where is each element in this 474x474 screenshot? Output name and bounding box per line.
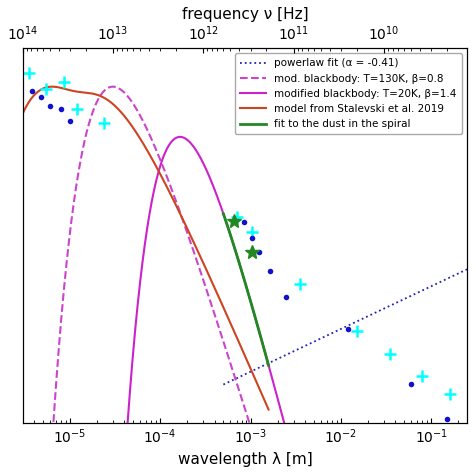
powerlaw fit (α = -0.41) [220, 382, 226, 387]
fit to the dust in the spiral [243, 283, 249, 289]
Line: model from Stalevski et al. 2019: model from Stalevski et al. 2019 [0, 87, 269, 422]
mod. blackbody: T=130K, β=0.8: (0.000301, 0.0116): T=130K, β=0.8: (0.000301, 0.0116) [201, 278, 206, 283]
powerlaw fit (α = -0.41) [464, 266, 470, 272]
modified blackbody: T=20K, β=1.4: (4.69e-05, 0.00118): T=20K, β=1.4: (4.69e-05, 0.00118) [128, 381, 133, 387]
modified blackbody: T=20K, β=1.4: (0.000615, 0.0299): T=20K, β=1.4: (0.000615, 0.0299) [228, 235, 234, 241]
modified blackbody: T=20K, β=1.4: (6.65e-05, 0.0236): T=20K, β=1.4: (6.65e-05, 0.0236) [141, 246, 147, 252]
powerlaw fit (α = -0.41) [365, 313, 371, 319]
fit to the dust in the spiral [220, 211, 226, 217]
model from Stalevski et al. 2019 [49, 84, 55, 90]
model from Stalevski et al. 2019 [252, 375, 257, 381]
Legend: powerlaw fit (α = -0.41), mod. blackbody: T=130K, β=0.8, modified blackbody: T=2: powerlaw fit (α = -0.41), mod. blackbody… [235, 53, 462, 135]
mod. blackbody: T=130K, β=0.8: (0.000816, 0.000808): T=130K, β=0.8: (0.000816, 0.000808) [240, 399, 246, 404]
Line: fit to the dust in the spiral: fit to the dust in the spiral [223, 214, 269, 365]
model from Stalevski et al. 2019 [231, 327, 237, 333]
powerlaw fit (α = -0.41) [337, 326, 343, 332]
powerlaw fit (α = -0.41) [420, 287, 426, 293]
fit to the dust in the spiral [239, 268, 245, 274]
mod. blackbody: T=130K, β=0.8: (0.000475, 0.00349): T=130K, β=0.8: (0.000475, 0.00349) [219, 332, 224, 338]
mod. blackbody: T=130K, β=0.8: (9.56e-06, 0.0239): T=130K, β=0.8: (9.56e-06, 0.0239) [65, 245, 71, 251]
model from Stalevski et al. 2019 [153, 162, 158, 168]
modified blackbody: T=20K, β=1.4: (0.000166, 0.28): T=20K, β=1.4: (0.000166, 0.28) [177, 134, 183, 140]
X-axis label: frequency ν [Hz]: frequency ν [Hz] [182, 7, 308, 22]
X-axis label: wavelength λ [m]: wavelength λ [m] [177, 452, 312, 467]
modified blackbody: T=20K, β=1.4: (4.35e-05, 0.000501): T=20K, β=1.4: (4.35e-05, 0.000501) [125, 420, 130, 426]
mod. blackbody: T=130K, β=0.8: (0.00097, 0.000503): T=130K, β=0.8: (0.00097, 0.000503) [246, 420, 252, 426]
fit to the dust in the spiral [243, 283, 249, 288]
modified blackbody: T=20K, β=1.4: (0.0021, 0.000727): T=20K, β=1.4: (0.0021, 0.000727) [277, 403, 283, 409]
mod. blackbody: T=130K, β=0.8: (0.000125, 0.103): T=130K, β=0.8: (0.000125, 0.103) [166, 179, 172, 185]
powerlaw fit (α = -0.41) [336, 327, 342, 333]
modified blackbody: T=20K, β=1.4: (0.00236, 0.000503): T=20K, β=1.4: (0.00236, 0.000503) [281, 420, 287, 426]
fit to the dust in the spiral [241, 275, 247, 281]
fit to the dust in the spiral [266, 363, 272, 368]
Line: powerlaw fit (α = -0.41): powerlaw fit (α = -0.41) [223, 269, 467, 384]
fit to the dust in the spiral [236, 257, 241, 263]
mod. blackbody: T=130K, β=0.8: (0.000511, 0.00287): T=130K, β=0.8: (0.000511, 0.00287) [221, 341, 227, 347]
mod. blackbody: T=130K, β=0.8: (6.57e-06, 0.000513): T=130K, β=0.8: (6.57e-06, 0.000513) [51, 419, 56, 425]
model from Stalevski et al. 2019 [196, 251, 202, 256]
model from Stalevski et al. 2019 [51, 84, 57, 90]
powerlaw fit (α = -0.41) [352, 319, 358, 325]
fit to the dust in the spiral [249, 305, 255, 310]
model from Stalevski et al. 2019 [122, 114, 128, 120]
modified blackbody: T=20K, β=1.4: (0.000372, 0.103): T=20K, β=1.4: (0.000372, 0.103) [209, 180, 215, 185]
modified blackbody: T=20K, β=1.4: (0.00122, 0.00403): T=20K, β=1.4: (0.00122, 0.00403) [255, 326, 261, 331]
Line: modified blackbody: T=20K, β=1.4: modified blackbody: T=20K, β=1.4 [128, 137, 284, 423]
model from Stalevski et al. 2019 [266, 407, 272, 412]
mod. blackbody: T=130K, β=0.8: (2.99e-05, 0.85): T=130K, β=0.8: (2.99e-05, 0.85) [110, 84, 116, 90]
Line: mod. blackbody: T=130K, β=0.8: mod. blackbody: T=130K, β=0.8 [54, 87, 249, 423]
powerlaw fit (α = -0.41) [458, 269, 464, 275]
